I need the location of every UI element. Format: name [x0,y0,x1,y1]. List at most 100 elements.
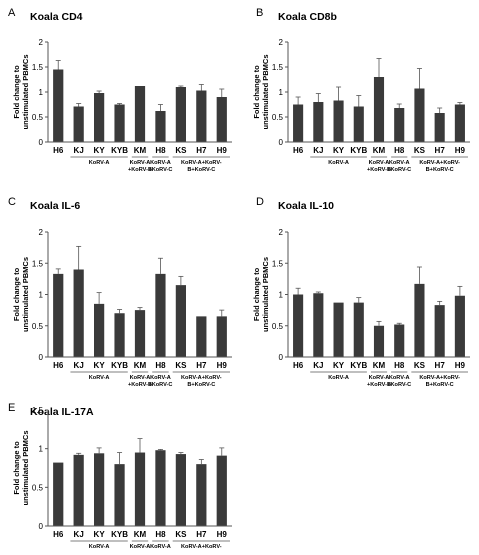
x-tick-label: H8 [394,361,405,370]
bar [216,316,227,357]
bar [293,294,304,357]
bar [134,86,146,142]
x-tick-label: KJ [74,361,84,370]
y-tick-label: 0 [279,353,284,362]
chart-title: Koala IL-10 [278,200,334,212]
x-tick-label: KY [94,530,106,539]
bar [454,295,465,357]
group-label: +KoRV-C [387,167,411,173]
chart-title: Koala IL-17A [30,406,94,418]
x-tick-label: KYB [111,146,128,155]
y-tick-label: 0.5 [272,322,284,331]
group-label: +KoRV-C [387,382,411,388]
x-tick-label: H9 [217,361,228,370]
x-tick-label: KM [373,361,386,370]
bar [196,90,207,142]
y-axis-label-line2: unstimulated PBMCs [21,257,30,332]
bar [313,293,324,357]
bar [333,302,344,357]
bar [53,273,64,357]
group-label: +KoRV-B [128,167,152,173]
x-tick-label: KYB [111,361,128,370]
bar [414,88,425,142]
bar [73,269,84,357]
bar [216,455,227,526]
y-tick-label: 0 [39,353,44,362]
bar [175,87,186,142]
group-label: KoRV-A+KoRV- [419,160,460,166]
group-label: B+KoRV-C [187,167,215,173]
x-tick-label: KM [134,530,147,539]
x-tick-label: KM [134,146,147,155]
bar [293,104,304,142]
group-label: B+KoRV-C [426,382,454,388]
y-tick-label: 1 [39,291,44,300]
x-tick-label: KY [94,361,106,370]
y-tick-label: 0 [39,138,44,147]
bar [114,104,125,142]
bar [53,462,64,526]
bar [394,324,405,357]
bar [434,113,445,142]
y-tick-label: 0.5 [32,322,44,331]
y-tick-label: 1.5 [272,63,284,72]
y-axis-label-line1: Fold change to [12,65,21,119]
x-tick-label: KJ [313,146,323,155]
chart-panel-b: B Koala CD8b 0 0.5 1 1.5 2 Fold change to unstim… [252,7,470,173]
x-tick-label: H8 [155,530,166,539]
bar [353,106,364,142]
group-label: KoRV-A [369,375,390,381]
group-label: KoRV-A [369,160,390,166]
bar [175,285,186,357]
bar [373,77,385,142]
bar [414,283,425,357]
chart-title: Koala CD4 [30,11,83,23]
group-label: +KoRV-B [367,382,391,388]
x-tick-label: H8 [155,146,166,155]
x-tick-label: H9 [217,146,228,155]
x-tick-label: KJ [74,146,84,155]
x-tick-label: H7 [435,361,446,370]
y-axis-label-line2: unstimulated PBMCs [21,430,30,505]
y-axis-label-line2: unstimulated PBMCs [261,54,270,129]
y-tick-label: 0.5 [32,483,44,492]
bar [134,310,146,357]
y-tick-label: 0.5 [32,113,44,122]
x-tick-label: KYB [350,146,367,155]
group-label: +KoRV-C [148,167,172,173]
group-label: KoRV-A+KoRV- [181,375,222,381]
x-tick-label: H7 [196,530,207,539]
x-tick-label: H6 [293,361,304,370]
y-tick-label: 2 [39,228,44,237]
x-tick-label: H7 [196,361,207,370]
bar [94,303,105,357]
x-tick-label: H9 [455,146,466,155]
bar [53,69,64,142]
bar [114,313,125,357]
x-tick-label: H9 [455,361,466,370]
panel-letter: C [8,196,16,208]
y-tick-label: 1 [39,88,44,97]
chart-title: Koala IL-6 [30,200,80,212]
group-label: KoRV-A [130,375,151,381]
x-tick-label: KS [414,361,426,370]
bar [216,97,227,142]
chart-panel-a: A Koala CD4 0 0.5 1 1.5 2 Fold change to unstimu… [8,7,232,173]
chart-title: Koala CD8b [278,11,337,23]
y-tick-label: 2 [279,228,284,237]
bar [155,450,166,526]
x-tick-label: H6 [53,530,64,539]
x-tick-label: H6 [53,146,64,155]
bar [454,104,465,142]
x-tick-label: H6 [53,361,64,370]
bar [353,302,364,357]
y-tick-label: 1.5 [32,259,44,268]
bar [114,464,125,526]
group-label: KoRV-A [130,544,151,550]
x-tick-label: KS [175,361,187,370]
x-tick-label: H7 [435,146,446,155]
x-tick-label: KYB [350,361,367,370]
x-tick-label: KY [333,361,345,370]
y-tick-label: 0.5 [272,113,284,122]
